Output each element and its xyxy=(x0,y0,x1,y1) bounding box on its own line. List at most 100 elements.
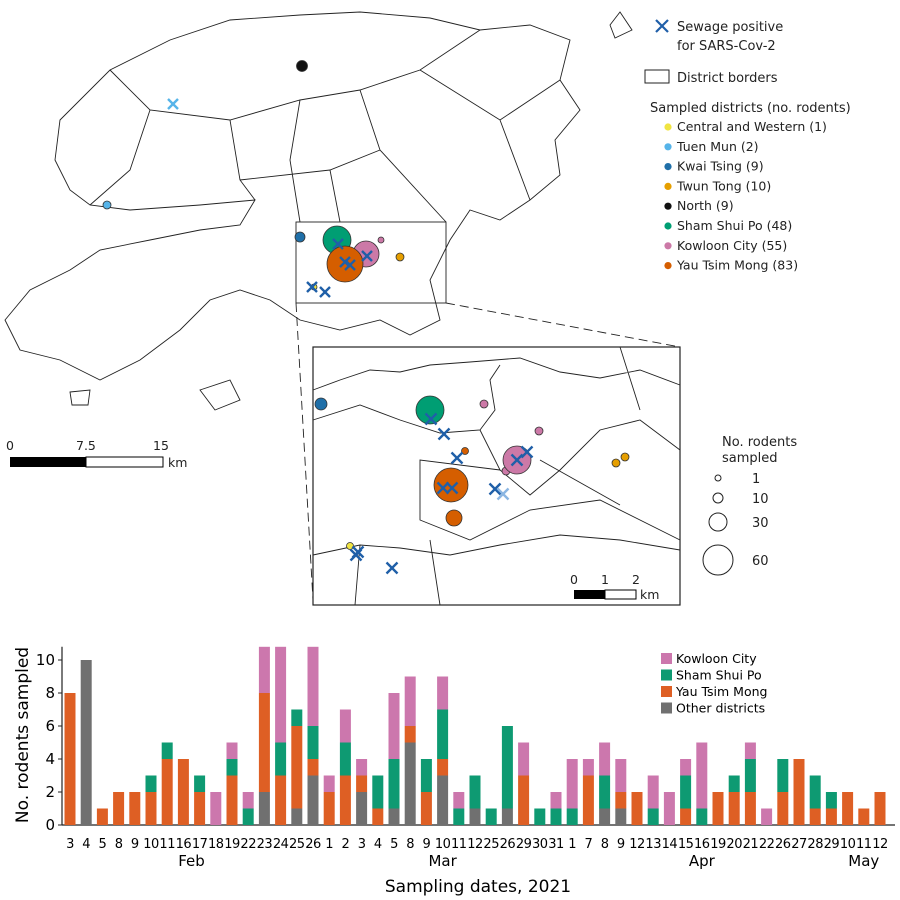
x-tick-label: 14 xyxy=(662,837,678,852)
bar-segment-sham-shui-po xyxy=(388,759,400,809)
bar-segment-yau-tsim-mong xyxy=(64,693,76,825)
bar-segment-sham-shui-po xyxy=(744,759,756,792)
size-label: 60 xyxy=(752,554,769,569)
x-tick-label: 8 xyxy=(406,837,414,852)
x-tick-label: 7 xyxy=(585,837,593,852)
district-color-icon xyxy=(664,262,672,270)
x-tick-label: 24 xyxy=(273,837,289,852)
bar-segment-kowloon-city xyxy=(404,676,416,726)
bar-segment-other-districts xyxy=(615,808,627,825)
bar-segment-sham-shui-po xyxy=(420,759,432,792)
zoom-connector xyxy=(445,302,681,348)
bar-segment-sham-shui-po xyxy=(647,808,659,825)
x-tick-label: 5 xyxy=(99,837,107,852)
main-map-markers xyxy=(102,60,405,298)
month-label: Mar xyxy=(428,852,457,870)
legend-district-label: Central and Western (1) xyxy=(677,119,827,134)
bar-segment-yau-tsim-mong xyxy=(631,792,643,825)
sewage-positive-cross xyxy=(319,286,331,298)
x-tick-label: 10 xyxy=(435,837,451,852)
bar-segment-yau-tsim-mong xyxy=(161,759,173,825)
x-tick-label: 1 xyxy=(568,837,576,852)
sewage-positive-cross xyxy=(450,451,464,465)
x-tick-label: 9 xyxy=(617,837,625,852)
bar-segment-yau-tsim-mong xyxy=(518,775,530,825)
scale-label: 2 xyxy=(632,572,640,587)
x-tick-label: 4 xyxy=(374,837,382,852)
bar-segment-yau-tsim-mong xyxy=(194,792,206,825)
sewage-positive-cross xyxy=(332,238,344,250)
sample-circle xyxy=(395,252,405,262)
x-tick-label: 21 xyxy=(743,837,759,852)
zoom-box xyxy=(295,221,447,304)
size-legend: No. rodents sampled 1 10 30 60 xyxy=(702,435,797,576)
legend-label: Yau Tsim Mong xyxy=(675,684,767,699)
bar-segment-sham-shui-po xyxy=(550,808,562,825)
sewage-positive-cross xyxy=(306,281,318,293)
bar-segment-yau-tsim-mong xyxy=(842,792,854,825)
bar-segment-yau-tsim-mong xyxy=(372,808,384,825)
bar-segment-kowloon-city xyxy=(210,792,222,825)
legend-label: for SARS-Cov-2 xyxy=(677,39,776,54)
bar-segment-kowloon-city xyxy=(680,759,692,776)
bar-segment-yau-tsim-mong xyxy=(404,726,416,743)
x-tick-label: 15 xyxy=(678,837,694,852)
y-tick-label: 10 xyxy=(36,651,55,669)
bar-segment-sham-shui-po xyxy=(307,726,319,759)
legend-district-label: Sham Shui Po (48) xyxy=(677,218,792,233)
x-tick-label: 11 xyxy=(451,837,467,852)
x-tick-label: 9 xyxy=(423,837,431,852)
legend-title: Sampled districts (no. rodents) xyxy=(650,101,851,116)
bar-segment-sham-shui-po xyxy=(339,742,351,776)
bar-segment-kowloon-city xyxy=(453,792,465,809)
bar-segment-other-districts xyxy=(258,792,270,825)
bar-segment-yau-tsim-mong xyxy=(777,792,789,825)
sample-circle xyxy=(314,397,328,411)
x-tick-label: 3 xyxy=(66,837,74,852)
bar-segment-other-districts xyxy=(469,808,481,825)
x-tick-label: 13 xyxy=(645,837,661,852)
y-tick-label: 8 xyxy=(45,684,55,702)
island xyxy=(69,11,633,411)
legend-swatch xyxy=(661,653,672,664)
bar-segment-yau-tsim-mong xyxy=(275,775,287,825)
x-tick-label: 8 xyxy=(601,837,609,852)
bar-segment-kowloon-city xyxy=(258,646,270,693)
sewage-positive-cross xyxy=(351,545,365,559)
bar-segment-sham-shui-po xyxy=(566,808,578,825)
main-map xyxy=(4,11,681,601)
cross-icon xyxy=(655,19,669,33)
bar-segment-yau-tsim-mong xyxy=(258,693,270,792)
x-tick-label: 10 xyxy=(840,837,856,852)
sample-circle xyxy=(534,426,544,436)
district-color-icon xyxy=(664,182,672,190)
bar-segment-kowloon-city xyxy=(388,693,400,759)
bar-segment-other-districts xyxy=(80,660,92,825)
x-tick-label: 8 xyxy=(115,837,123,852)
sample-circle xyxy=(294,231,306,243)
zoom-connector xyxy=(295,302,314,601)
legend-label: Kowloon City xyxy=(676,651,757,666)
bar-segment-sham-shui-po xyxy=(291,709,303,726)
bar-segment-sham-shui-po xyxy=(194,775,206,792)
bar-segment-yau-tsim-mong xyxy=(793,759,805,825)
bar-segment-sham-shui-po xyxy=(680,775,692,809)
bar-segment-other-districts xyxy=(437,775,449,825)
sewage-positive-cross xyxy=(437,427,451,441)
legend-district-label: Kwai Tsing (9) xyxy=(677,159,764,174)
y-tick-label: 2 xyxy=(45,783,55,801)
scale-label: 7.5 xyxy=(76,438,96,453)
y-tick-label: 0 xyxy=(45,816,55,834)
x-tick-label: 4 xyxy=(82,837,90,852)
x-tick-label: 29 xyxy=(824,837,840,852)
scale-bar-main: 0 7.5 15 km xyxy=(6,438,187,470)
district-color-icon xyxy=(664,242,672,250)
sample-circle xyxy=(102,200,112,210)
bar-segment-sham-shui-po xyxy=(501,726,513,809)
x-tick-label: 25 xyxy=(289,837,305,852)
x-tick-label: 26 xyxy=(500,837,516,852)
bar-segment-sham-shui-po xyxy=(469,775,481,809)
size-legend-title: No. rodents xyxy=(722,435,797,450)
bar-segment-kowloon-city xyxy=(550,792,562,809)
